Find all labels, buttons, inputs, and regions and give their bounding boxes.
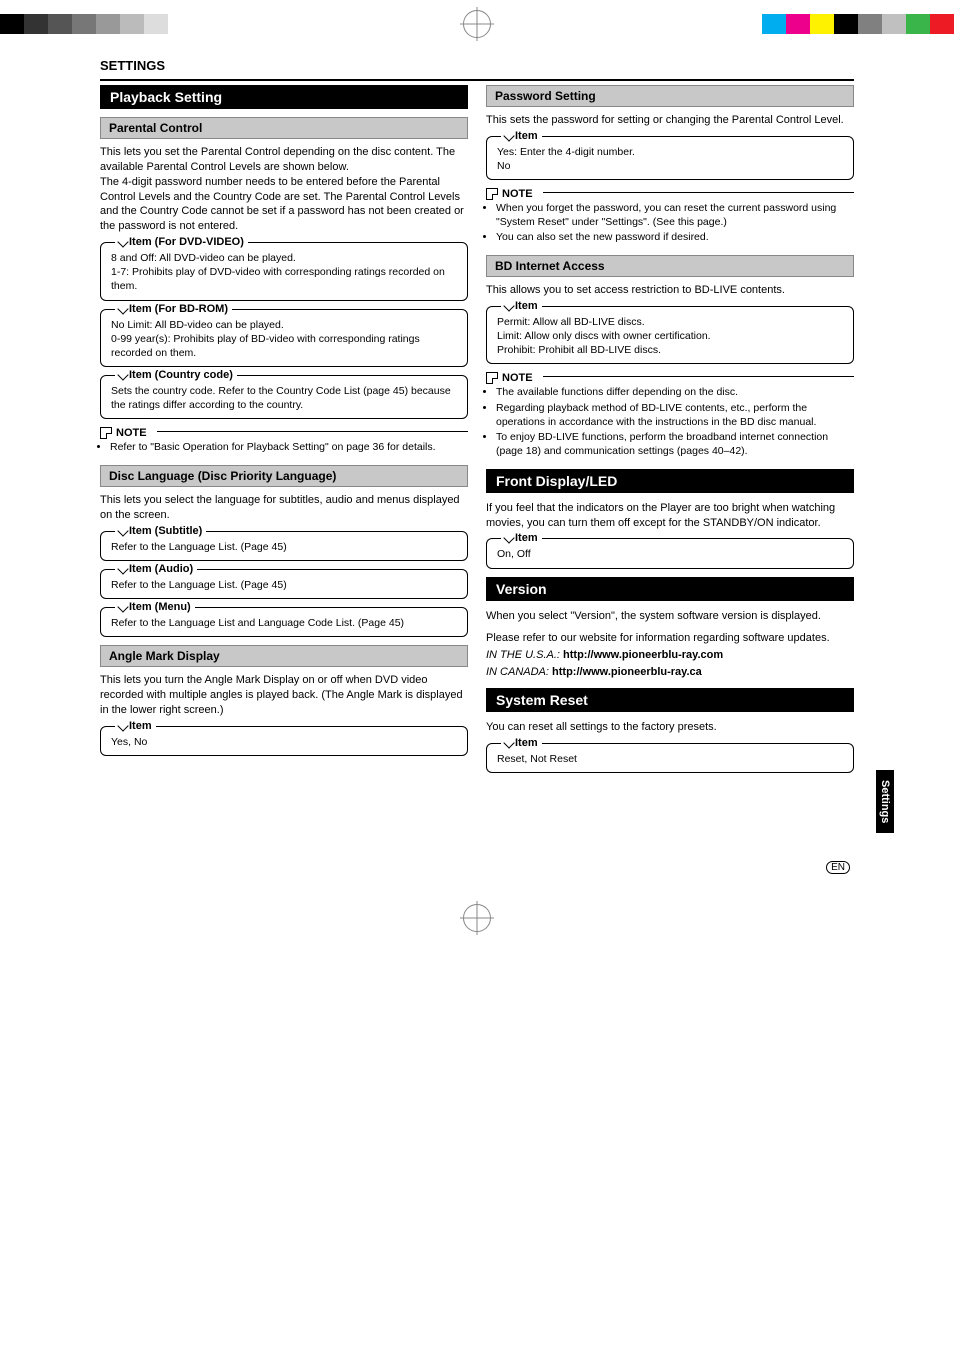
item-audio: Item (Audio) Refer to the Language List.… [100, 569, 468, 599]
item-angle-body: Yes, No [111, 735, 457, 749]
reg-block [930, 14, 954, 34]
legend-audio: Item (Audio) [129, 563, 193, 575]
note-label-parental: NOTE [100, 427, 468, 439]
legend-menu: Item (Menu) [129, 601, 191, 613]
item-menu-body: Refer to the Language List and Language … [111, 616, 457, 630]
heading-playback-setting: Playback Setting [100, 85, 468, 109]
item-bd-rom: Item (For BD-ROM) No Limit: All BD-video… [100, 309, 468, 368]
item-cc-body: Sets the country code. Refer to the Coun… [111, 384, 457, 412]
footer-lang: EN [826, 861, 850, 874]
reg-block [810, 14, 834, 34]
note-item: The available functions differ depending… [496, 386, 854, 400]
text-system-reset: You can reset all settings to the factor… [486, 720, 854, 735]
note-item: You can also set the new password if des… [496, 231, 854, 245]
registration-marks-top [0, 0, 954, 58]
legend-dvd: Item (For DVD-VIDEO) [129, 236, 244, 248]
item-dvd-body: 8 and Off: All DVD-video can be played. … [111, 251, 457, 294]
note-item: Refer to "Basic Operation for Playback S… [110, 441, 468, 455]
reg-block [882, 14, 906, 34]
heading-parental-control: Parental Control [100, 117, 468, 139]
heading-version: Version [486, 577, 854, 601]
note-item: Regarding playback method of BD-LIVE con… [496, 402, 854, 429]
item-password-body: Yes: Enter the 4-digit number. No [497, 145, 843, 173]
heading-system-reset: System Reset [486, 688, 854, 712]
item-audio-body: Refer to the Language List. (Page 45) [111, 578, 457, 592]
legend-cc: Item (Country code) [129, 369, 233, 381]
note-label-password: NOTE [486, 188, 854, 200]
reg-block [858, 14, 882, 34]
heading-front-display: Front Display/LED [486, 469, 854, 493]
reg-block [0, 14, 24, 34]
text-version-usa: IN THE U.S.A.: http://www.pioneerblu-ray… [486, 648, 854, 663]
item-subtitle: Item (Subtitle) Refer to the Language Li… [100, 531, 468, 561]
item-front-body: On, Off [497, 547, 843, 561]
text-password: This sets the password for setting or ch… [486, 113, 854, 128]
item-country-code: Item (Country code) Sets the country cod… [100, 375, 468, 419]
text-parental-control: This lets you set the Parental Control d… [100, 145, 468, 234]
note-list-parental: Refer to "Basic Operation for Playback S… [100, 441, 468, 455]
heading-angle-mark: Angle Mark Display [100, 645, 468, 667]
left-column: Playback Setting Parental Control This l… [100, 85, 468, 781]
legend-password: Item [515, 130, 538, 142]
item-system-reset: Item Reset, Not Reset [486, 743, 854, 773]
right-column: Password Setting This sets the password … [486, 85, 854, 781]
legend-front: Item [515, 532, 538, 544]
item-bd-internet: Item Permit: Allow all BD-LIVE discs. Li… [486, 306, 854, 365]
reg-block [48, 14, 72, 34]
note-list-password: When you forget the password, you can re… [486, 202, 854, 245]
heading-disc-language: Disc Language (Disc Priority Language) [100, 465, 468, 487]
reg-block [168, 14, 192, 34]
text-bd-internet: This allows you to set access restrictio… [486, 283, 854, 298]
item-menu: Item (Menu) Refer to the Language List a… [100, 607, 468, 637]
heading-password: Password Setting [486, 85, 854, 107]
item-password: Item Yes: Enter the 4-digit number. No [486, 136, 854, 180]
note-item: To enjoy BD-LIVE functions, perform the … [496, 431, 854, 458]
item-reset-body: Reset, Not Reset [497, 752, 843, 766]
reg-block [24, 14, 48, 34]
legend-reset: Item [515, 737, 538, 749]
item-front-display: Item On, Off [486, 538, 854, 568]
legend-bd: Item (For BD-ROM) [129, 303, 228, 315]
page-footer: EN [0, 821, 954, 874]
text-version-1: When you select "Version", the system so… [486, 609, 854, 624]
item-angle: Item Yes, No [100, 726, 468, 756]
reg-block [906, 14, 930, 34]
text-disc-language: This lets you select the language for su… [100, 493, 468, 523]
legend-angle: Item [129, 720, 152, 732]
crosshair-icon [463, 904, 491, 932]
text-version-can: IN CANADA: http://www.pioneerblu-ray.ca [486, 665, 854, 680]
item-dvd-video: Item (For DVD-VIDEO) 8 and Off: All DVD-… [100, 242, 468, 301]
legend-bd-internet: Item [515, 300, 538, 312]
side-tab-settings: Settings [876, 770, 894, 833]
reg-block [72, 14, 96, 34]
note-item: When you forget the password, you can re… [496, 202, 854, 229]
crosshair-icon [463, 10, 491, 38]
note-label-bd: NOTE [486, 372, 854, 384]
item-bd-internet-body: Permit: Allow all BD-LIVE discs. Limit: … [497, 315, 843, 358]
reg-block [96, 14, 120, 34]
heading-bd-internet: BD Internet Access [486, 255, 854, 277]
reg-block [834, 14, 858, 34]
item-bd-body: No Limit: All BD-video can be played. 0-… [111, 318, 457, 361]
page-title: SETTINGS [100, 58, 854, 73]
reg-block [144, 14, 168, 34]
note-icon [100, 427, 112, 439]
registration-marks-bottom [0, 874, 954, 952]
reg-block [762, 14, 786, 34]
item-subtitle-body: Refer to the Language List. (Page 45) [111, 540, 457, 554]
text-version-2: Please refer to our website for informat… [486, 631, 854, 646]
page-body: SETTINGS Playback Setting Parental Contr… [0, 58, 954, 821]
reg-block [120, 14, 144, 34]
note-icon [486, 188, 498, 200]
text-angle-mark: This lets you turn the Angle Mark Displa… [100, 673, 468, 718]
legend-subtitle: Item (Subtitle) [129, 525, 202, 537]
reg-block [786, 14, 810, 34]
note-icon [486, 372, 498, 384]
note-list-bd: The available functions differ depending… [486, 386, 854, 458]
text-front-display: If you feel that the indicators on the P… [486, 501, 854, 531]
title-rule [100, 79, 854, 81]
